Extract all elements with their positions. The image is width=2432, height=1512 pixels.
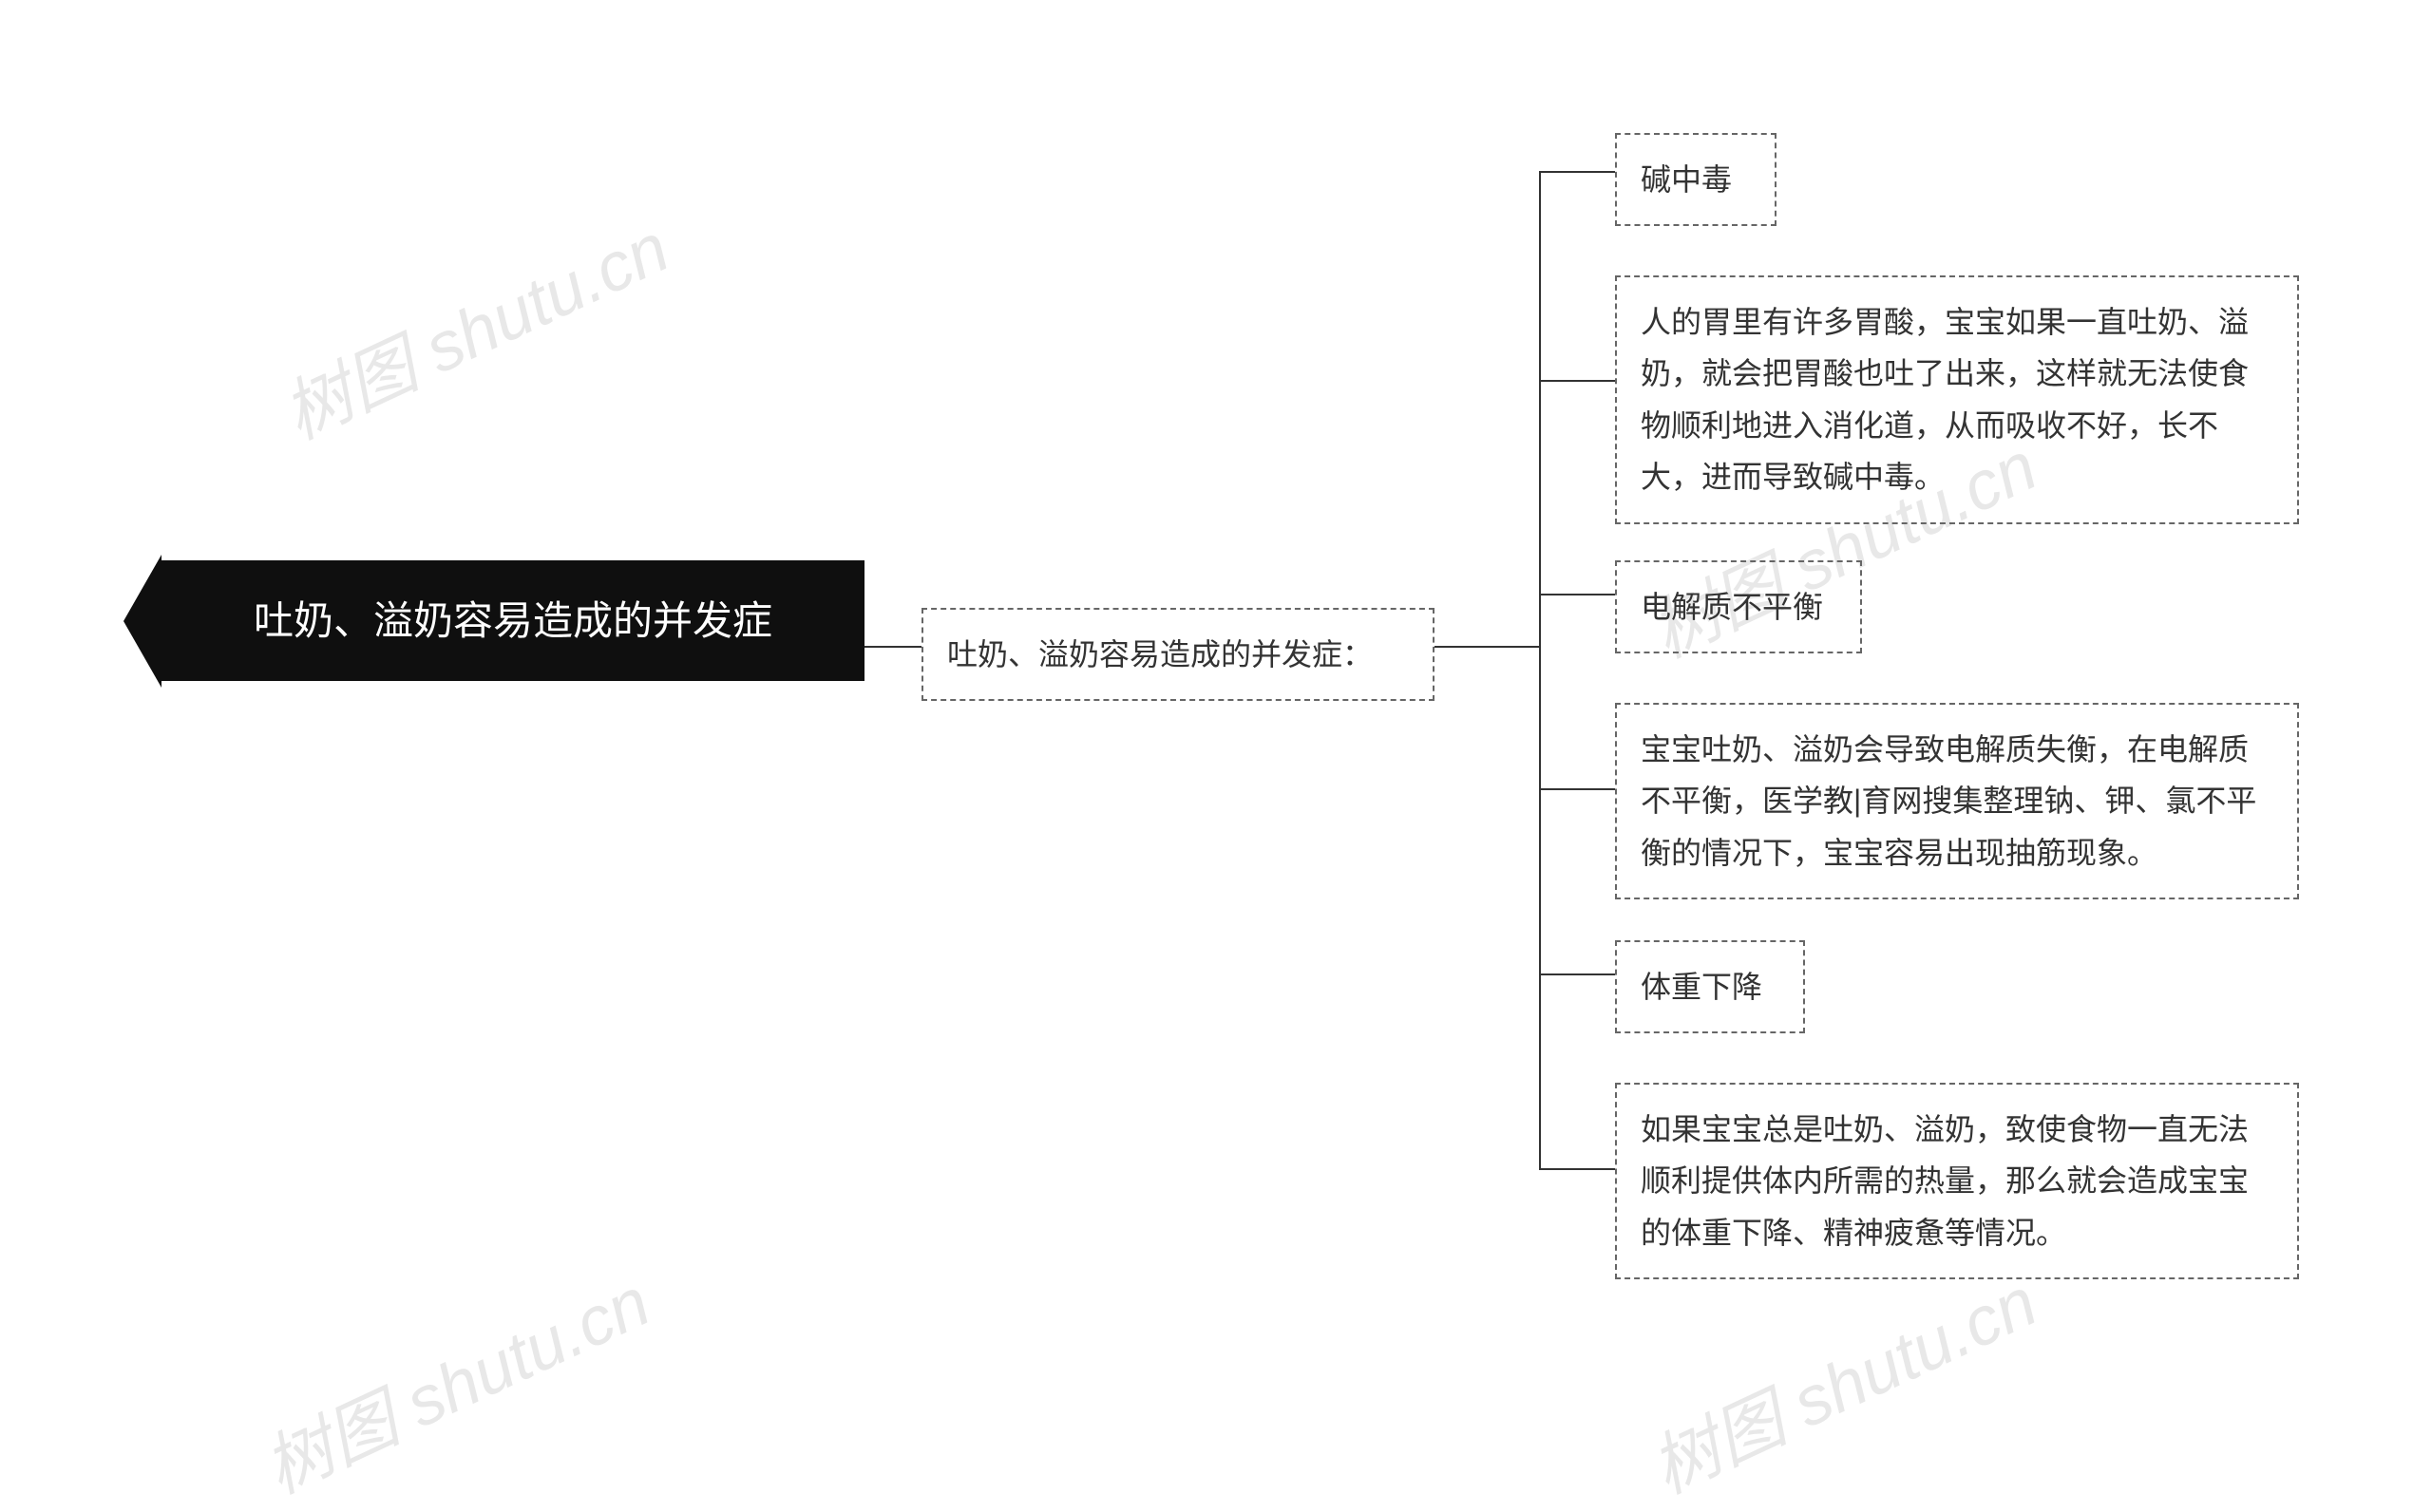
connector — [864, 646, 922, 648]
level2-node-label: 人的胃里有许多胃酸，宝宝如果一直吐奶、溢奶，就会把胃酸也吐了出来，这样就无法使食… — [1641, 305, 2249, 494]
mindmap-diagram: 树图 shutu.cn 树图 shutu.cn 树图 shutu.cn 树图 s… — [0, 0, 2432, 1374]
root-node-label: 吐奶、溢奶容易造成的并发症 — [254, 598, 772, 643]
connector — [1539, 594, 1615, 595]
level2-node-label: 碱中毒 — [1641, 162, 1732, 197]
connector — [1539, 380, 1615, 382]
level1-node-label: 吐奶、溢奶容易造成的并发症： — [947, 637, 1373, 671]
root-node[interactable]: 吐奶、溢奶容易造成的并发症 — [162, 560, 864, 681]
connector — [1539, 973, 1615, 975]
level2-node[interactable]: 碱中毒 — [1615, 133, 1776, 226]
level2-node[interactable]: 人的胃里有许多胃酸，宝宝如果一直吐奶、溢奶，就会把胃酸也吐了出来，这样就无法使食… — [1615, 275, 2299, 524]
level2-node[interactable]: 如果宝宝总是吐奶、溢奶，致使食物一直无法顺利提供体内所需的热量，那么就会造成宝宝… — [1615, 1083, 2299, 1279]
level2-node-label: 宝宝吐奶、溢奶会导致电解质失衡，在电解质不平衡，医学教|育网搜集整理钠、钾、氯不… — [1641, 732, 2256, 870]
level2-node-label: 体重下降 — [1641, 970, 1762, 1004]
connector — [1539, 171, 1541, 1168]
level1-node[interactable]: 吐奶、溢奶容易造成的并发症： — [922, 608, 1434, 701]
level2-node[interactable]: 宝宝吐奶、溢奶会导致电解质失衡，在电解质不平衡，医学教|育网搜集整理钠、钾、氯不… — [1615, 703, 2299, 899]
level2-node[interactable]: 电解质不平衡 — [1615, 560, 1862, 653]
watermark: 树图 shutu.cn — [245, 1247, 663, 1512]
level2-node-label: 如果宝宝总是吐奶、溢奶，致使食物一直无法顺利提供体内所需的热量，那么就会造成宝宝… — [1641, 1112, 2249, 1250]
watermark: 树图 shutu.cn — [264, 193, 682, 459]
level2-node[interactable]: 体重下降 — [1615, 940, 1805, 1033]
level2-node-label: 电解质不平衡 — [1641, 590, 1823, 624]
connector — [1539, 788, 1615, 790]
connector — [1539, 1168, 1615, 1170]
connector — [1434, 646, 1539, 648]
watermark: 树图 shutu.cn — [1632, 1247, 2050, 1512]
connector — [1539, 171, 1615, 173]
